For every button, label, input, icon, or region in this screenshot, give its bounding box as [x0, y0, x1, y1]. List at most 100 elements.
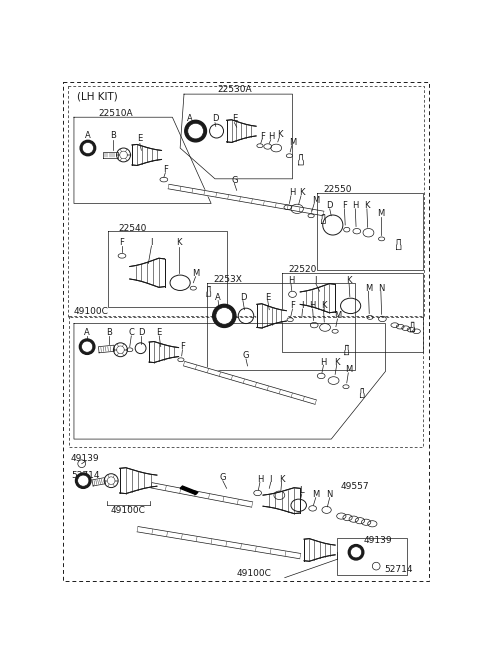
Text: E: E: [232, 114, 237, 123]
Bar: [68, 87, 424, 318]
Ellipse shape: [350, 546, 361, 558]
Text: D: D: [138, 328, 144, 337]
Ellipse shape: [78, 475, 89, 486]
Text: D: D: [326, 201, 333, 211]
Ellipse shape: [185, 120, 206, 142]
Bar: [69, 316, 423, 447]
Text: E: E: [137, 134, 143, 143]
Text: G: G: [219, 473, 226, 482]
Text: H: H: [352, 201, 359, 211]
Text: I: I: [314, 276, 317, 285]
Polygon shape: [103, 152, 118, 158]
Text: 2253X: 2253X: [214, 275, 242, 284]
Text: M: M: [192, 269, 199, 278]
Text: N: N: [378, 283, 384, 293]
Text: 22540: 22540: [118, 224, 146, 233]
Text: A: A: [85, 131, 91, 140]
Text: 49100C: 49100C: [111, 506, 145, 515]
Text: E: E: [265, 293, 270, 302]
Text: A: A: [215, 293, 221, 302]
Ellipse shape: [82, 341, 93, 352]
Text: F: F: [120, 238, 124, 247]
Text: I: I: [150, 238, 153, 247]
Text: K: K: [334, 358, 339, 367]
Text: M: M: [334, 312, 341, 320]
Polygon shape: [149, 342, 179, 363]
Text: 49139: 49139: [71, 455, 99, 464]
Text: H: H: [288, 188, 295, 197]
Polygon shape: [130, 258, 165, 287]
Text: H: H: [310, 301, 316, 310]
Text: K: K: [177, 238, 182, 247]
Ellipse shape: [348, 544, 364, 560]
Text: C: C: [128, 328, 134, 337]
Polygon shape: [168, 184, 324, 216]
Text: K: K: [279, 475, 284, 483]
Text: K: K: [321, 301, 326, 310]
Text: I: I: [301, 301, 304, 310]
Polygon shape: [98, 345, 115, 353]
Text: F: F: [290, 301, 295, 310]
Text: I: I: [270, 475, 272, 483]
Text: D: D: [212, 114, 218, 123]
Polygon shape: [304, 539, 335, 562]
Bar: [337, 538, 407, 575]
Text: M: M: [365, 283, 372, 293]
Text: K: K: [277, 130, 283, 138]
Text: L: L: [300, 486, 304, 495]
Text: 22520: 22520: [288, 265, 317, 274]
Ellipse shape: [75, 473, 91, 488]
Text: F: F: [180, 342, 185, 351]
Ellipse shape: [82, 142, 94, 154]
Ellipse shape: [80, 140, 96, 155]
Text: 52714: 52714: [71, 472, 99, 480]
Polygon shape: [263, 488, 300, 514]
Text: K: K: [347, 276, 352, 285]
Text: M: M: [345, 365, 352, 375]
Text: G: G: [231, 176, 238, 185]
Text: H: H: [268, 132, 275, 141]
Text: M: M: [312, 196, 319, 205]
Text: A: A: [187, 114, 193, 123]
Polygon shape: [183, 361, 316, 404]
Polygon shape: [227, 120, 256, 142]
Ellipse shape: [216, 308, 233, 324]
Text: 22550: 22550: [324, 185, 352, 194]
Text: B: B: [106, 328, 112, 337]
Text: F: F: [342, 201, 347, 211]
Text: K: K: [364, 201, 370, 211]
Polygon shape: [92, 478, 106, 486]
Text: A: A: [84, 328, 90, 337]
Polygon shape: [257, 304, 286, 328]
Text: H: H: [320, 358, 327, 367]
Polygon shape: [300, 283, 335, 313]
Text: H: H: [257, 475, 263, 483]
Text: 49557: 49557: [340, 482, 369, 491]
Text: 52714: 52714: [384, 565, 412, 575]
Text: N: N: [326, 490, 333, 499]
Text: 49100C: 49100C: [236, 569, 271, 578]
Ellipse shape: [188, 123, 204, 139]
Polygon shape: [180, 486, 198, 495]
Ellipse shape: [79, 339, 95, 354]
Text: 49100C: 49100C: [74, 307, 109, 316]
Text: (LH KIT): (LH KIT): [77, 91, 118, 101]
Text: D: D: [240, 293, 246, 302]
Text: E: E: [156, 328, 162, 337]
Text: M: M: [377, 209, 384, 218]
Text: G: G: [243, 352, 249, 360]
Text: 22530A: 22530A: [217, 85, 252, 94]
Text: B: B: [110, 131, 116, 140]
Text: F: F: [163, 165, 168, 174]
Polygon shape: [132, 144, 162, 165]
Text: M: M: [312, 490, 319, 499]
Text: H: H: [288, 276, 294, 285]
Polygon shape: [120, 468, 157, 493]
Polygon shape: [151, 483, 252, 507]
Text: 49139: 49139: [364, 536, 393, 545]
Text: M: M: [288, 138, 296, 147]
Text: K: K: [299, 188, 304, 197]
Polygon shape: [137, 527, 300, 559]
Ellipse shape: [213, 304, 236, 327]
Text: 22510A: 22510A: [99, 109, 133, 118]
